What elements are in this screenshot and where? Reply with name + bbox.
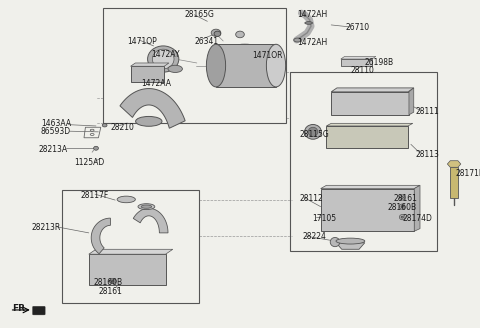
Bar: [290, 72, 437, 251]
Text: 28165G: 28165G: [185, 10, 215, 19]
Polygon shape: [131, 63, 169, 66]
Text: 86593D: 86593D: [41, 127, 71, 136]
Text: 28210: 28210: [110, 123, 134, 133]
Ellipse shape: [141, 205, 152, 208]
Polygon shape: [216, 44, 276, 87]
Polygon shape: [133, 208, 168, 233]
Text: 28117F: 28117F: [81, 191, 109, 200]
Polygon shape: [336, 243, 365, 249]
Ellipse shape: [94, 146, 98, 150]
Text: 28110: 28110: [350, 66, 374, 75]
Ellipse shape: [294, 38, 301, 42]
Polygon shape: [409, 88, 414, 115]
Ellipse shape: [336, 238, 365, 244]
Polygon shape: [89, 249, 173, 254]
Ellipse shape: [168, 65, 182, 72]
Ellipse shape: [214, 44, 276, 87]
Bar: [89, 254, 166, 285]
Ellipse shape: [399, 204, 405, 209]
Ellipse shape: [117, 196, 135, 203]
Text: 28161: 28161: [394, 194, 418, 203]
Ellipse shape: [305, 22, 312, 24]
Ellipse shape: [102, 124, 107, 127]
FancyBboxPatch shape: [33, 306, 45, 315]
Ellipse shape: [206, 44, 226, 87]
Text: 28112: 28112: [300, 194, 324, 203]
Polygon shape: [447, 161, 461, 167]
Bar: [326, 126, 408, 148]
Ellipse shape: [136, 116, 162, 126]
Polygon shape: [414, 185, 420, 231]
Text: 1472AY: 1472AY: [151, 50, 180, 59]
Text: 26198B: 26198B: [365, 58, 394, 67]
Text: 26341: 26341: [194, 36, 218, 46]
Text: 1125AD: 1125AD: [74, 158, 105, 167]
Polygon shape: [341, 56, 376, 59]
Text: 17105: 17105: [312, 214, 336, 223]
Text: 28171K: 28171K: [456, 169, 480, 178]
Text: 1472AA: 1472AA: [142, 79, 172, 88]
Bar: [62, 190, 199, 303]
Polygon shape: [331, 88, 414, 92]
Text: FR.: FR.: [12, 304, 28, 314]
Bar: [450, 167, 458, 198]
Ellipse shape: [305, 124, 322, 139]
Ellipse shape: [399, 195, 405, 200]
Text: 28161: 28161: [98, 287, 122, 297]
Ellipse shape: [330, 237, 340, 247]
Text: 28160B: 28160B: [388, 203, 417, 212]
Text: 28111: 28111: [415, 107, 439, 116]
Bar: [331, 92, 409, 115]
Ellipse shape: [399, 215, 405, 220]
Bar: [131, 66, 164, 82]
Text: 1472AH: 1472AH: [298, 10, 328, 19]
Ellipse shape: [211, 29, 221, 36]
Text: 1472AH: 1472AH: [298, 38, 328, 47]
Polygon shape: [120, 89, 185, 128]
Ellipse shape: [111, 280, 114, 282]
Bar: [103, 8, 286, 123]
Ellipse shape: [266, 44, 286, 87]
Polygon shape: [91, 218, 110, 254]
Text: 28213R: 28213R: [31, 223, 60, 233]
Ellipse shape: [401, 206, 403, 208]
Text: 26710: 26710: [346, 23, 370, 32]
Ellipse shape: [109, 279, 116, 283]
Ellipse shape: [153, 49, 174, 69]
Text: 28113: 28113: [415, 150, 439, 159]
Ellipse shape: [401, 196, 403, 198]
Text: 28224: 28224: [302, 232, 326, 241]
Text: 1471OP: 1471OP: [127, 36, 157, 46]
Bar: [321, 189, 414, 231]
Ellipse shape: [148, 46, 179, 72]
Polygon shape: [321, 185, 420, 189]
Text: 28213A: 28213A: [38, 145, 68, 154]
Text: 1471OR: 1471OR: [252, 51, 283, 60]
Ellipse shape: [214, 31, 221, 36]
Text: 28115G: 28115G: [300, 130, 330, 139]
Text: 28174D: 28174D: [402, 214, 432, 223]
Text: 1463AA: 1463AA: [41, 118, 71, 128]
Ellipse shape: [401, 216, 403, 218]
Ellipse shape: [308, 127, 318, 136]
Polygon shape: [326, 123, 413, 126]
Ellipse shape: [236, 31, 244, 38]
Ellipse shape: [138, 204, 155, 210]
Bar: [341, 59, 372, 66]
Text: 28160B: 28160B: [94, 277, 123, 287]
